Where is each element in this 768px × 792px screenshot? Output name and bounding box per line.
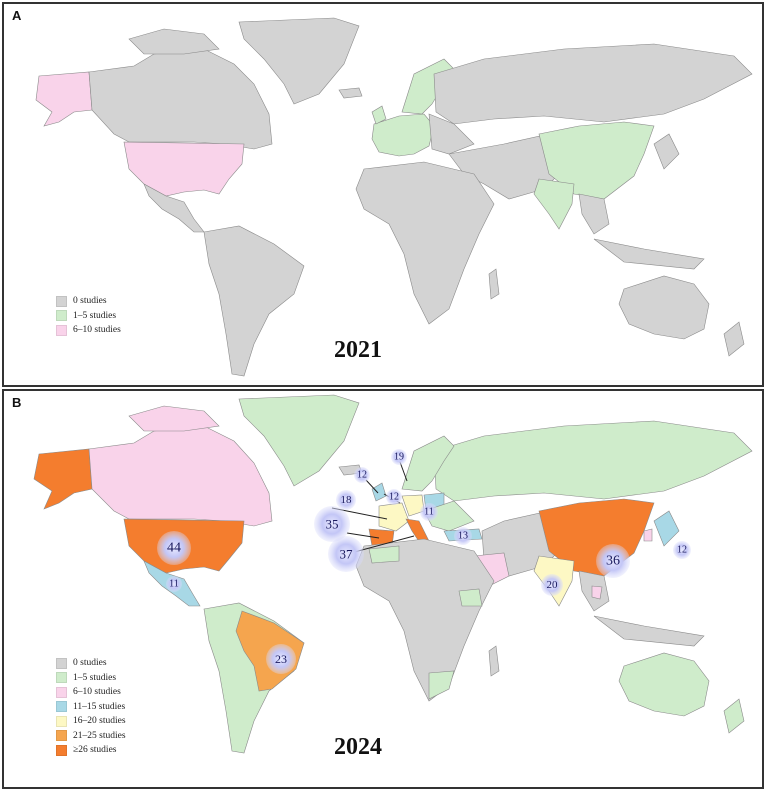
world-map-2024: 44 11 23 35 37 18 12 12 19 11 13 36 20 1…	[33, 394, 753, 754]
legend-swatch	[56, 715, 67, 727]
bubble-poland: 11	[420, 503, 438, 521]
bubble-uk: 12	[354, 467, 370, 483]
region-australia	[618, 275, 710, 340]
bubble-france: 18	[336, 490, 356, 510]
legend-swatch	[56, 672, 67, 684]
bubble-scandinavia: 19	[391, 449, 407, 465]
legend-swatch	[56, 295, 67, 307]
svg-text:12: 12	[357, 470, 367, 481]
svg-text:11: 11	[424, 507, 434, 518]
legend-item: ≥26 studies	[56, 743, 126, 758]
legend-item: 6–10 studies	[56, 323, 121, 338]
svg-text:12: 12	[389, 492, 399, 503]
legend-swatch	[56, 657, 67, 669]
bubble-netherlands: 12	[386, 489, 402, 505]
bubble-brazil: 23	[266, 644, 296, 674]
legend-label: ≥26 studies	[73, 745, 117, 756]
region-greenland	[238, 17, 360, 105]
legend-label: 6–10 studies	[73, 687, 121, 698]
bubble-spain: 35	[314, 506, 350, 542]
legend-swatch	[56, 701, 67, 713]
map-panel-2021: A 0 studies 1–5 studies 6–10 studies 202…	[2, 2, 764, 387]
svg-text:20: 20	[547, 579, 559, 591]
bubble-mexico: 11	[166, 576, 182, 592]
region-alaska	[35, 71, 93, 127]
legend-label: 0 studies	[73, 296, 107, 307]
legend-label: 21–25 studies	[73, 730, 126, 741]
svg-text:19: 19	[394, 452, 404, 463]
legend-swatch	[56, 730, 67, 742]
legend-item: 0 studies	[56, 294, 121, 309]
svg-text:18: 18	[341, 494, 353, 506]
map-panel-2024: 44 11 23 35 37 18 12 12 19 11 13 36 20 1…	[2, 389, 764, 789]
panel-label: A	[12, 8, 22, 23]
legend-swatch	[56, 310, 67, 322]
world-map-2021	[35, 17, 753, 377]
legend-label: 11–15 studies	[73, 701, 126, 712]
bubble-india: 20	[541, 574, 563, 596]
region-south-america	[203, 225, 305, 377]
region-africa	[355, 161, 495, 325]
legend-item: 1–5 studies	[56, 671, 126, 686]
bubble-usa: 44	[157, 531, 191, 565]
legend-swatch	[56, 686, 67, 698]
legend-label: 6–10 studies	[73, 325, 121, 336]
legend-item: 16–20 studies	[56, 714, 126, 729]
legend-swatch	[56, 744, 67, 756]
svg-text:11: 11	[169, 579, 179, 590]
legend-item: 1–5 studies	[56, 309, 121, 324]
year-label: 2021	[334, 337, 382, 363]
svg-text:44: 44	[167, 541, 181, 556]
legend-2024: 0 studies 1–5 studies 6–10 studies 11–15…	[56, 656, 126, 758]
year-label: 2024	[334, 734, 382, 760]
region-europe-studies	[371, 113, 435, 157]
bubble-china: 36	[596, 544, 630, 578]
panel-label: B	[12, 395, 22, 410]
legend-swatch	[56, 324, 67, 336]
svg-text:35: 35	[326, 517, 339, 532]
legend-label: 1–5 studies	[73, 310, 117, 321]
legend-label: 1–5 studies	[73, 672, 117, 683]
legend-label: 0 studies	[73, 658, 107, 669]
bubble-turkey: 13	[454, 527, 472, 545]
region-india	[533, 178, 575, 230]
legend-item: 21–25 studies	[56, 729, 126, 744]
legend-label: 16–20 studies	[73, 716, 126, 727]
legend-2021: 0 studies 1–5 studies 6–10 studies	[56, 294, 121, 338]
svg-text:12: 12	[677, 545, 687, 556]
bubble-japan: 12	[673, 541, 691, 559]
svg-text:23: 23	[275, 652, 287, 666]
region-usa	[123, 141, 245, 197]
region-russia	[433, 43, 753, 125]
bubble-italy: 37	[328, 536, 364, 572]
bubbles: 44 11 23 35 37 18 12 12 19 11 13 36 20 1…	[157, 449, 691, 674]
svg-text:13: 13	[458, 531, 468, 542]
legend-item: 0 studies	[56, 656, 126, 671]
region-canada	[88, 48, 273, 150]
svg-text:36: 36	[606, 554, 620, 569]
legend-item: 6–10 studies	[56, 685, 126, 700]
legend-item: 11–15 studies	[56, 700, 126, 715]
svg-text:37: 37	[340, 547, 354, 562]
